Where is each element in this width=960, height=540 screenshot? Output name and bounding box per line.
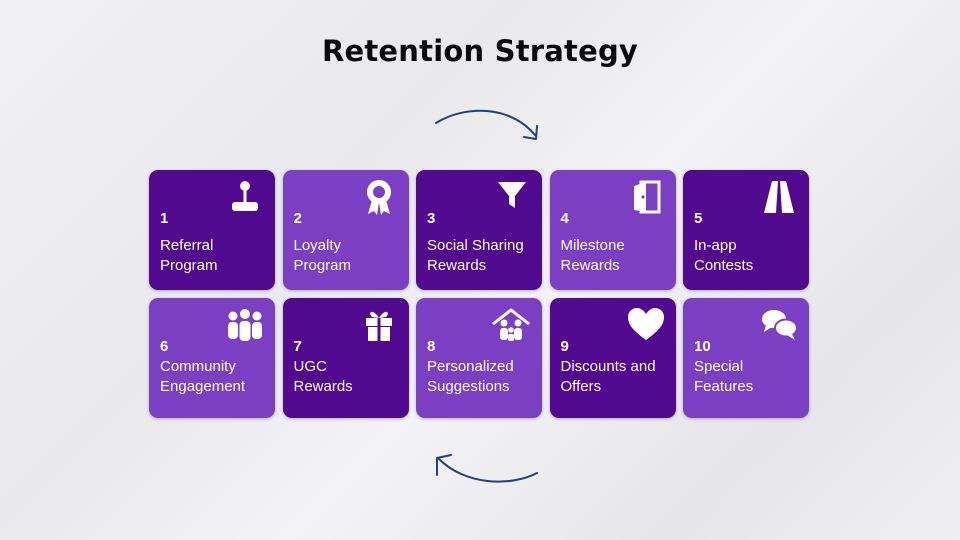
road-icon — [764, 181, 794, 213]
tile-label: Community Engagement — [160, 358, 246, 395]
tile-label: Referral Program — [160, 237, 218, 274]
tile-label: In-app Contests — [694, 237, 754, 274]
cycle-arrow-top — [435, 109, 538, 140]
tile-number: 4 — [560, 210, 569, 227]
strategy-tile-5: 5 In-app Contests — [683, 170, 809, 290]
tile-number: 3 — [427, 210, 436, 227]
tile-number: 10 — [694, 338, 711, 355]
strategy-tile-1: 1 Referral Program — [149, 170, 275, 290]
gift-icon — [365, 311, 392, 341]
tile-number: 8 — [427, 338, 436, 355]
strategy-tile-6: 6 Community Engagement — [149, 298, 275, 418]
strategy-tile-10: 10 Special Features — [683, 298, 809, 418]
strategy-tile-4: 4 Milestone Rewards — [549, 170, 676, 290]
strategy-tile-9: 9 Discounts and Offers — [549, 298, 676, 418]
cycle-arrow-bottom — [436, 454, 538, 483]
people-group-icon — [228, 309, 262, 341]
tile-label: Loyalty Program — [293, 237, 352, 274]
tile-number: 6 — [160, 338, 169, 355]
chat-bubbles-icon — [762, 310, 798, 340]
tile-label: UGC Rewards — [293, 358, 353, 395]
tile-number: 5 — [694, 210, 703, 227]
page-title: Retention Strategy — [321, 34, 639, 68]
tile-number: 9 — [560, 338, 569, 355]
tile-label: Milestone Rewards — [560, 237, 625, 274]
tile-number: 2 — [293, 210, 302, 227]
tile-label: Special Features — [694, 358, 754, 395]
tile-number: 7 — [293, 338, 302, 355]
tile-label: Discounts and Offers — [560, 358, 656, 395]
strategy-tile-2: 2 Loyalty Program — [282, 170, 409, 290]
door-exit-icon — [633, 180, 660, 214]
heart-icon — [627, 308, 664, 340]
strategy-grid: 1 Referral Program 2 Loyalty Program 3 S… — [149, 170, 809, 418]
strategy-tile-8: 8 Personalized Suggestions — [416, 298, 542, 418]
family-home-icon — [492, 308, 530, 341]
tile-label: Social Sharing Rewards — [427, 237, 524, 274]
funnel-icon — [498, 182, 526, 208]
joystick-icon — [232, 181, 258, 211]
strategy-tile-7: 7 UGC Rewards — [282, 298, 409, 418]
strategy-tile-3: 3 Social Sharing Rewards — [416, 170, 542, 290]
award-badge-icon — [366, 180, 391, 215]
tile-label: Personalized Suggestions — [427, 358, 514, 395]
tile-number: 1 — [160, 210, 169, 227]
